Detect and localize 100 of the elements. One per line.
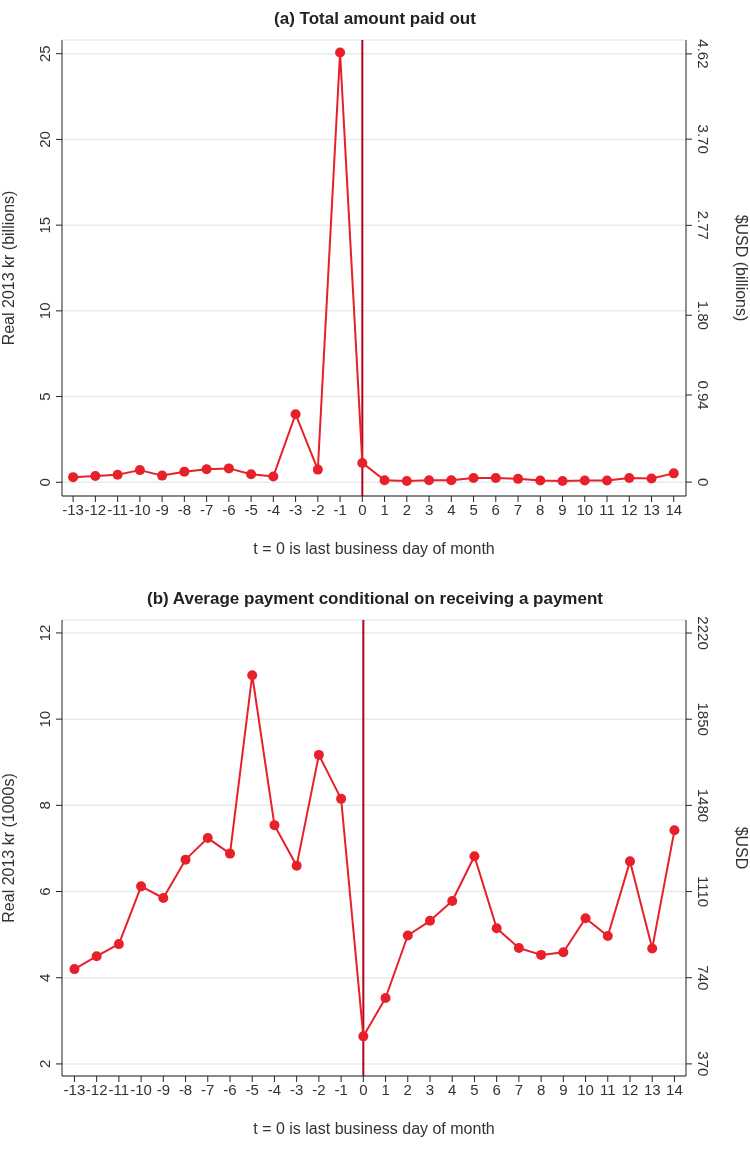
y-tick-label: 5 xyxy=(36,392,53,401)
x-tick-label: 4 xyxy=(447,500,456,518)
y2-tick-label: 3.70 xyxy=(695,124,712,154)
x-tick-label: -11 xyxy=(107,500,128,518)
y2-tick-label: 0 xyxy=(695,477,712,487)
point xyxy=(402,930,413,941)
point xyxy=(357,457,368,468)
x-tick-label: 0 xyxy=(358,500,367,518)
x-tick-label: 5 xyxy=(470,1080,479,1098)
x-tick-label: 1 xyxy=(380,500,389,518)
x-tick-label: -5 xyxy=(245,1080,259,1098)
x-tick-label: -6 xyxy=(222,500,236,518)
x-tick-label: -12 xyxy=(85,1080,108,1098)
point xyxy=(201,464,212,475)
point xyxy=(380,992,391,1003)
y-tick-label: 12 xyxy=(36,624,53,642)
point xyxy=(112,469,123,480)
point xyxy=(669,825,680,836)
point xyxy=(602,930,613,941)
x-tick-label: -7 xyxy=(201,1080,215,1098)
y2-axis-title: $USD (billions) xyxy=(733,214,750,322)
point xyxy=(358,1031,369,1042)
point xyxy=(469,851,480,862)
x-tick-label: -4 xyxy=(266,500,281,518)
point xyxy=(158,893,169,903)
y-tick-label: 8 xyxy=(36,801,53,810)
y-tick-label: 10 xyxy=(36,710,53,728)
x-tick-label: -3 xyxy=(288,500,303,518)
x-tick-label: 12 xyxy=(620,500,638,518)
x-axis-title: t = 0 is last business day of month xyxy=(253,1120,495,1137)
y-tick-label: 0 xyxy=(36,478,53,487)
x-tick-label: 6 xyxy=(492,1080,501,1098)
x-tick-label: 3 xyxy=(424,500,434,518)
x-tick-label: -7 xyxy=(199,500,214,518)
point xyxy=(379,475,390,486)
x-tick-label: 2 xyxy=(402,500,411,518)
x-axis-title: t = 0 is last business day of month xyxy=(253,540,495,557)
x-tick-label: 13 xyxy=(643,500,660,518)
point xyxy=(223,463,234,474)
y2-tick-label: 1110 xyxy=(695,875,712,908)
point xyxy=(68,472,79,483)
point xyxy=(335,47,346,58)
point xyxy=(113,939,124,950)
y2-tick-label: 1.80 xyxy=(695,300,712,330)
point xyxy=(557,476,568,487)
point xyxy=(290,409,301,420)
y2-tick-label: 740 xyxy=(695,965,712,991)
point xyxy=(558,947,569,958)
x-tick-label: -10 xyxy=(130,1080,152,1098)
x-tick-label: -9 xyxy=(156,1080,171,1098)
point xyxy=(69,964,80,975)
point xyxy=(268,471,279,482)
point xyxy=(401,476,412,487)
x-tick-label: -11 xyxy=(108,1080,130,1098)
y2-tick-label: 1850 xyxy=(695,702,712,736)
point xyxy=(269,820,280,831)
x-tick-label: 1 xyxy=(381,1080,390,1098)
point xyxy=(513,473,524,484)
point xyxy=(225,848,235,859)
point xyxy=(624,473,635,483)
x-tick-label: -13 xyxy=(63,1080,86,1098)
point xyxy=(180,854,191,865)
x-tick-label: 10 xyxy=(576,500,594,518)
point xyxy=(336,793,347,804)
x-tick-label: -9 xyxy=(155,500,169,518)
point xyxy=(157,470,168,481)
x-tick-label: 11 xyxy=(599,1080,616,1098)
y2-tick-label: 2.77 xyxy=(695,210,712,240)
x-tick-label: 11 xyxy=(599,500,615,518)
point xyxy=(291,860,302,871)
x-tick-label: -10 xyxy=(129,500,151,518)
point xyxy=(646,473,657,484)
x-tick-label: 13 xyxy=(643,1080,661,1098)
x-tick-label: -13 xyxy=(62,500,84,518)
point xyxy=(491,923,502,934)
point xyxy=(447,896,458,907)
y2-tick-label: 2220 xyxy=(695,616,712,650)
point xyxy=(312,464,323,475)
point xyxy=(535,475,546,486)
point xyxy=(202,833,213,844)
y2-axis-title: $USD xyxy=(733,826,750,870)
x-tick-label: 7 xyxy=(514,1080,524,1098)
x-tick-label: -2 xyxy=(311,500,325,518)
chart-title: (b) Average payment conditional on receiving a payment xyxy=(146,588,604,610)
y2-tick-label: 0.94 xyxy=(695,380,712,410)
point xyxy=(536,949,547,960)
x-tick-label: 2 xyxy=(403,1080,412,1098)
point xyxy=(625,856,635,867)
point xyxy=(647,943,658,954)
x-tick-label: -6 xyxy=(223,1080,237,1098)
y-tick-label: 25 xyxy=(36,45,53,63)
point xyxy=(136,881,147,892)
point xyxy=(313,749,324,760)
x-tick-label: 9 xyxy=(558,500,567,518)
point xyxy=(579,475,590,486)
point xyxy=(91,951,102,962)
x-tick-label: 0 xyxy=(359,1080,368,1098)
point xyxy=(179,466,190,477)
x-tick-label: -8 xyxy=(177,500,192,518)
chart-title: (a) Total amount paid out xyxy=(273,8,477,30)
